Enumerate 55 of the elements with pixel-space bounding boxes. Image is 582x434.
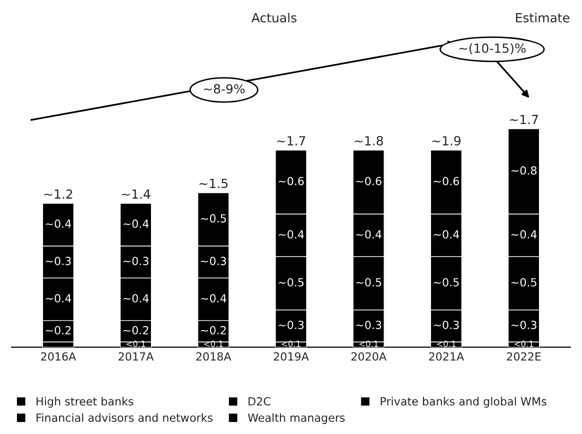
legend-label: Private banks and global WMs (380, 396, 546, 408)
legend-label: High street banks (36, 396, 134, 408)
data-label: ~0.4 (356, 230, 382, 239)
data-label: ~0.3 (123, 256, 148, 266)
data-label: ~0.5 (201, 214, 226, 223)
data-label: ~0.2 (201, 326, 226, 334)
data-label: ~0.3 (201, 256, 226, 266)
data-label: ~0.3 (356, 320, 382, 330)
data-label: ~0.5 (278, 278, 304, 286)
annotation: ~1.4 (122, 189, 150, 199)
legend-label: Financial advisors and networks (36, 413, 213, 422)
data-label: ~0.3 (434, 320, 459, 330)
data-label: ~0.8 (511, 166, 537, 175)
data-label: ~0.5 (356, 278, 382, 286)
legend-label: D2C (248, 397, 270, 406)
text: ~8-9% (204, 84, 245, 94)
x-tick-label: 2017A (118, 352, 154, 361)
annotation: ~1.9 (432, 136, 460, 146)
data-label: ~0.4 (123, 220, 149, 228)
legend-label: Wealth managers (248, 413, 345, 424)
annotation: ~1.7 (277, 136, 306, 146)
data-label: <0.1 (204, 340, 223, 347)
data-label: ~0.3 (278, 320, 304, 330)
annotation: ~1.7 (510, 114, 538, 124)
data-label: ~0.6 (356, 176, 382, 186)
data-label: ~0.4 (46, 294, 72, 302)
data-label: ~0.5 (434, 278, 459, 286)
text: Actuals (252, 12, 296, 22)
annotation: ~1.5 (200, 178, 228, 188)
data-label: ~0.6 (278, 176, 304, 186)
data-label: ~0.3 (511, 320, 536, 330)
data-label: <0.1 (436, 340, 456, 347)
x-tick-label: 2018A (196, 352, 232, 361)
x-tick-label: 2020A (351, 352, 386, 361)
data-label: ~0.2 (46, 326, 71, 334)
data-label: ~0.4 (434, 230, 460, 239)
data-label: ~0.6 (434, 176, 459, 186)
data-label: <0.1 (359, 340, 378, 347)
data-label: ~0.3 (46, 256, 71, 266)
data-label: ~0.4 (123, 294, 149, 302)
data-label: ~0.4 (201, 294, 226, 302)
data-label: <0.1 (282, 340, 300, 347)
text: Estimate (516, 12, 570, 22)
x-tick-label: 2016A (41, 352, 76, 361)
x-tick-label: 2022E (506, 352, 541, 361)
annotation: ~1.8 (354, 136, 383, 146)
data-label: ~0.5 (511, 278, 536, 286)
annotation: ~1.2 (44, 189, 72, 199)
data-label: ~0.2 (123, 326, 148, 334)
data-label: ~0.4 (46, 220, 72, 228)
data-label: ~0.4 (278, 230, 304, 239)
text: ~(10-15)% (459, 43, 526, 54)
data-label: ~0.4 (511, 230, 537, 239)
x-tick-label: 2021A (429, 352, 464, 361)
x-tick-label: 2019A (274, 352, 309, 361)
